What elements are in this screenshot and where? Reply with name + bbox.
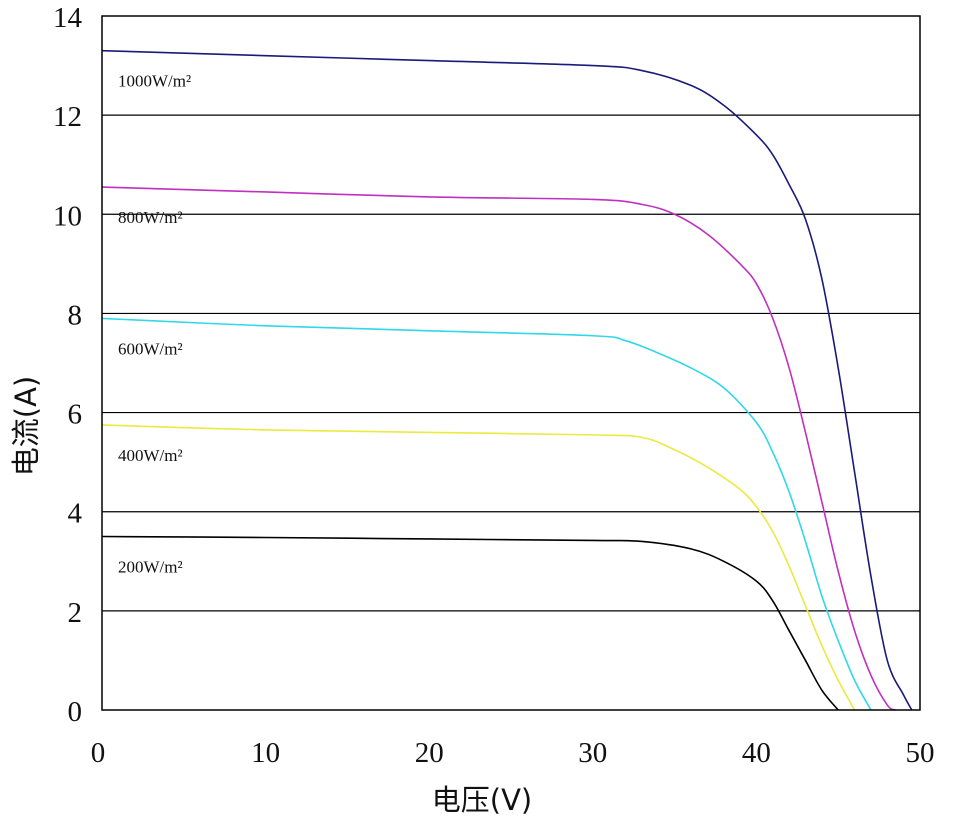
plot-frame — [101, 15, 921, 711]
series-line — [101, 317, 872, 711]
series-line — [101, 186, 896, 711]
y-tick-labels: 0 2 4 6 8 10 12 14 — [53, 2, 83, 728]
x-tick-label: 50 — [906, 737, 935, 769]
y-tick-label: 14 — [53, 2, 83, 34]
series-line — [101, 49, 913, 711]
y-tick-label: 12 — [53, 101, 82, 133]
series-line — [101, 535, 839, 711]
y-tick-label: 4 — [68, 498, 83, 530]
series-label: 800W/m² — [118, 208, 183, 227]
y-tick-label: 6 — [68, 399, 83, 431]
x-tick-label: 20 — [415, 737, 444, 769]
series-label: 400W/m² — [118, 446, 183, 465]
x-axis-title: 电压(V) — [432, 783, 532, 817]
y-tick-label: 10 — [53, 200, 82, 232]
x-tick-labels: 0 10 20 30 40 50 — [91, 737, 935, 769]
y-tick-label: 8 — [68, 299, 83, 331]
series-line — [101, 424, 856, 711]
series-curves — [101, 49, 913, 711]
x-tick-label: 30 — [578, 737, 607, 769]
x-tick-label: 10 — [251, 737, 280, 769]
y-axis-title: 电流(A) — [9, 376, 43, 476]
series-label: 600W/m² — [118, 339, 183, 358]
x-tick-label: 0 — [91, 737, 106, 769]
series-label: 1000W/m² — [118, 72, 191, 91]
y-tick-label: 2 — [68, 597, 83, 629]
y-tick-label: 0 — [68, 696, 83, 728]
x-tick-label: 40 — [742, 737, 771, 769]
gridlines — [102, 114, 920, 612]
series-labels: 1000W/m² 800W/m² 600W/m² 400W/m² 200W/m² — [118, 72, 191, 577]
series-label: 200W/m² — [118, 558, 183, 577]
